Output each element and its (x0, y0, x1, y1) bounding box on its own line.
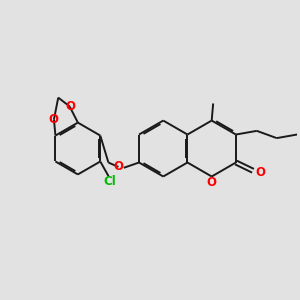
Text: O: O (113, 160, 123, 173)
Text: O: O (65, 100, 75, 113)
Text: Cl: Cl (103, 175, 116, 188)
Text: O: O (48, 113, 59, 126)
Text: O: O (207, 176, 217, 190)
Text: O: O (256, 166, 266, 179)
